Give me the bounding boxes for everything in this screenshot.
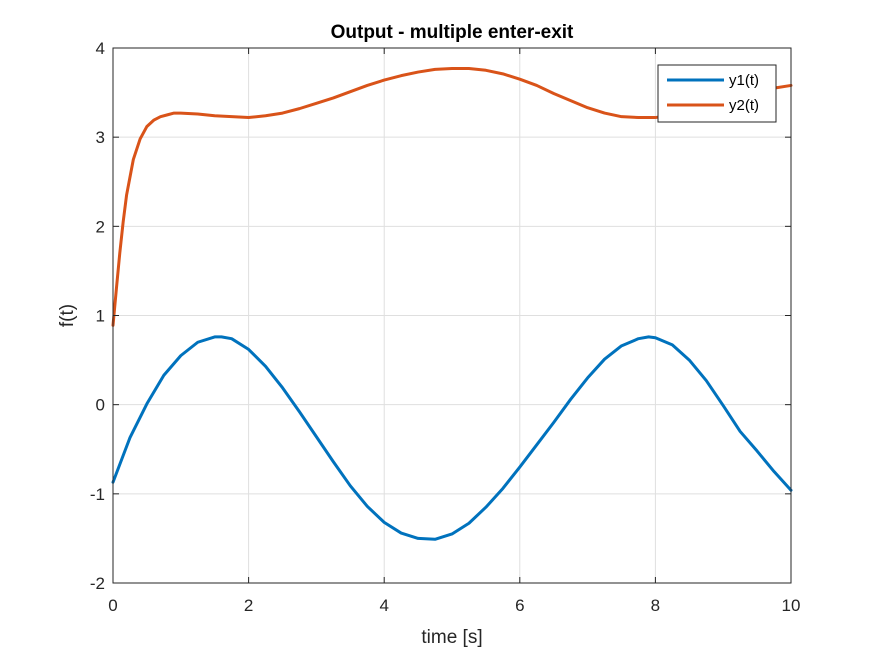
x-axis-label: time [s] xyxy=(421,627,482,648)
legend-label: y1(t) xyxy=(729,72,759,89)
y-axis-label: f(t) xyxy=(57,304,78,327)
x-tick-label: 4 xyxy=(379,596,388,615)
legend: y1(t) y2(t) xyxy=(657,64,777,123)
x-tick-label: 8 xyxy=(651,596,660,615)
x-tick-label: 10 xyxy=(782,596,801,615)
series-line xyxy=(111,67,793,327)
y-tick-label: 4 xyxy=(96,39,105,58)
x-tick-label: 6 xyxy=(515,596,524,615)
legend-items: y1(t) y2(t) xyxy=(667,72,759,114)
y-tick-label: -1 xyxy=(90,485,105,504)
series-layer xyxy=(111,67,793,541)
ticks: 0 2 4 6 8 10 -2 -1 0 1 2 3 4 xyxy=(90,39,801,615)
y-tick-label: -2 xyxy=(90,574,105,593)
y-tick-label: 2 xyxy=(96,217,105,236)
chart-title: Output - multiple enter-exit xyxy=(331,22,574,43)
legend-label: y2(t) xyxy=(729,97,759,114)
legend-box xyxy=(657,64,777,123)
series-line xyxy=(111,335,793,541)
y-tick-label: 1 xyxy=(96,307,105,326)
x-tick-label: 2 xyxy=(244,596,253,615)
y-tick-label: 0 xyxy=(96,396,105,415)
x-tick-label: 0 xyxy=(108,596,117,615)
y-tick-label: 3 xyxy=(96,128,105,147)
